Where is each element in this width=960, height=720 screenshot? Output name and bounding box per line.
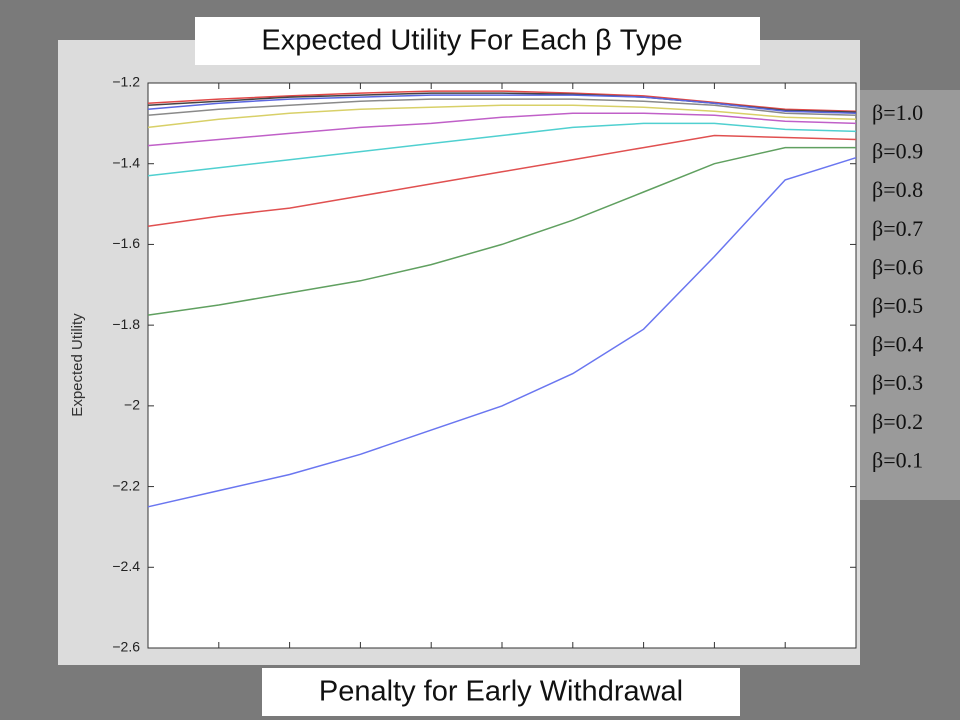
series-line bbox=[147, 90, 857, 113]
legend-entry: β=0.9 bbox=[872, 139, 923, 164]
legend-entry: β=1.0 bbox=[872, 100, 923, 125]
title-box bbox=[195, 17, 760, 65]
y-tick-label: −1.6 bbox=[112, 235, 140, 251]
y-tick-label: −1.2 bbox=[112, 74, 140, 90]
series-line bbox=[147, 134, 857, 228]
legend-entry: β=0.7 bbox=[872, 216, 923, 241]
y-tick-label: −2.2 bbox=[112, 477, 140, 493]
y-tick-label: −1.4 bbox=[112, 154, 140, 170]
y-tick-label: −2.4 bbox=[112, 558, 140, 574]
series-line bbox=[147, 94, 857, 115]
legend-entry: β=0.8 bbox=[872, 177, 923, 202]
y-axis-label: Expected Utility bbox=[69, 313, 86, 417]
x-label-box bbox=[262, 668, 740, 716]
series-line bbox=[147, 112, 857, 147]
legend-entry: β=0.2 bbox=[872, 409, 923, 434]
legend-entry: β=0.4 bbox=[872, 332, 923, 357]
x-axis-label: Penalty for Early Withdrawal bbox=[319, 676, 683, 708]
series-line bbox=[147, 98, 857, 117]
series-line bbox=[147, 156, 857, 508]
legend-background bbox=[860, 90, 960, 500]
y-tick-label: −2 bbox=[124, 397, 140, 413]
chart-title: Expected Utility For Each β Type bbox=[261, 25, 682, 57]
legend-entry: β=0.5 bbox=[872, 293, 923, 318]
series-line bbox=[147, 122, 857, 177]
legend-entry: β=0.1 bbox=[872, 447, 923, 472]
series-line bbox=[147, 104, 857, 129]
y-tick-label: −2.6 bbox=[112, 639, 140, 655]
legend-entry: β=0.6 bbox=[872, 254, 923, 279]
legend-entry: β=0.3 bbox=[872, 370, 923, 395]
series-line bbox=[147, 146, 856, 316]
y-tick-label: −1.8 bbox=[112, 316, 140, 332]
plot-area bbox=[147, 82, 857, 649]
